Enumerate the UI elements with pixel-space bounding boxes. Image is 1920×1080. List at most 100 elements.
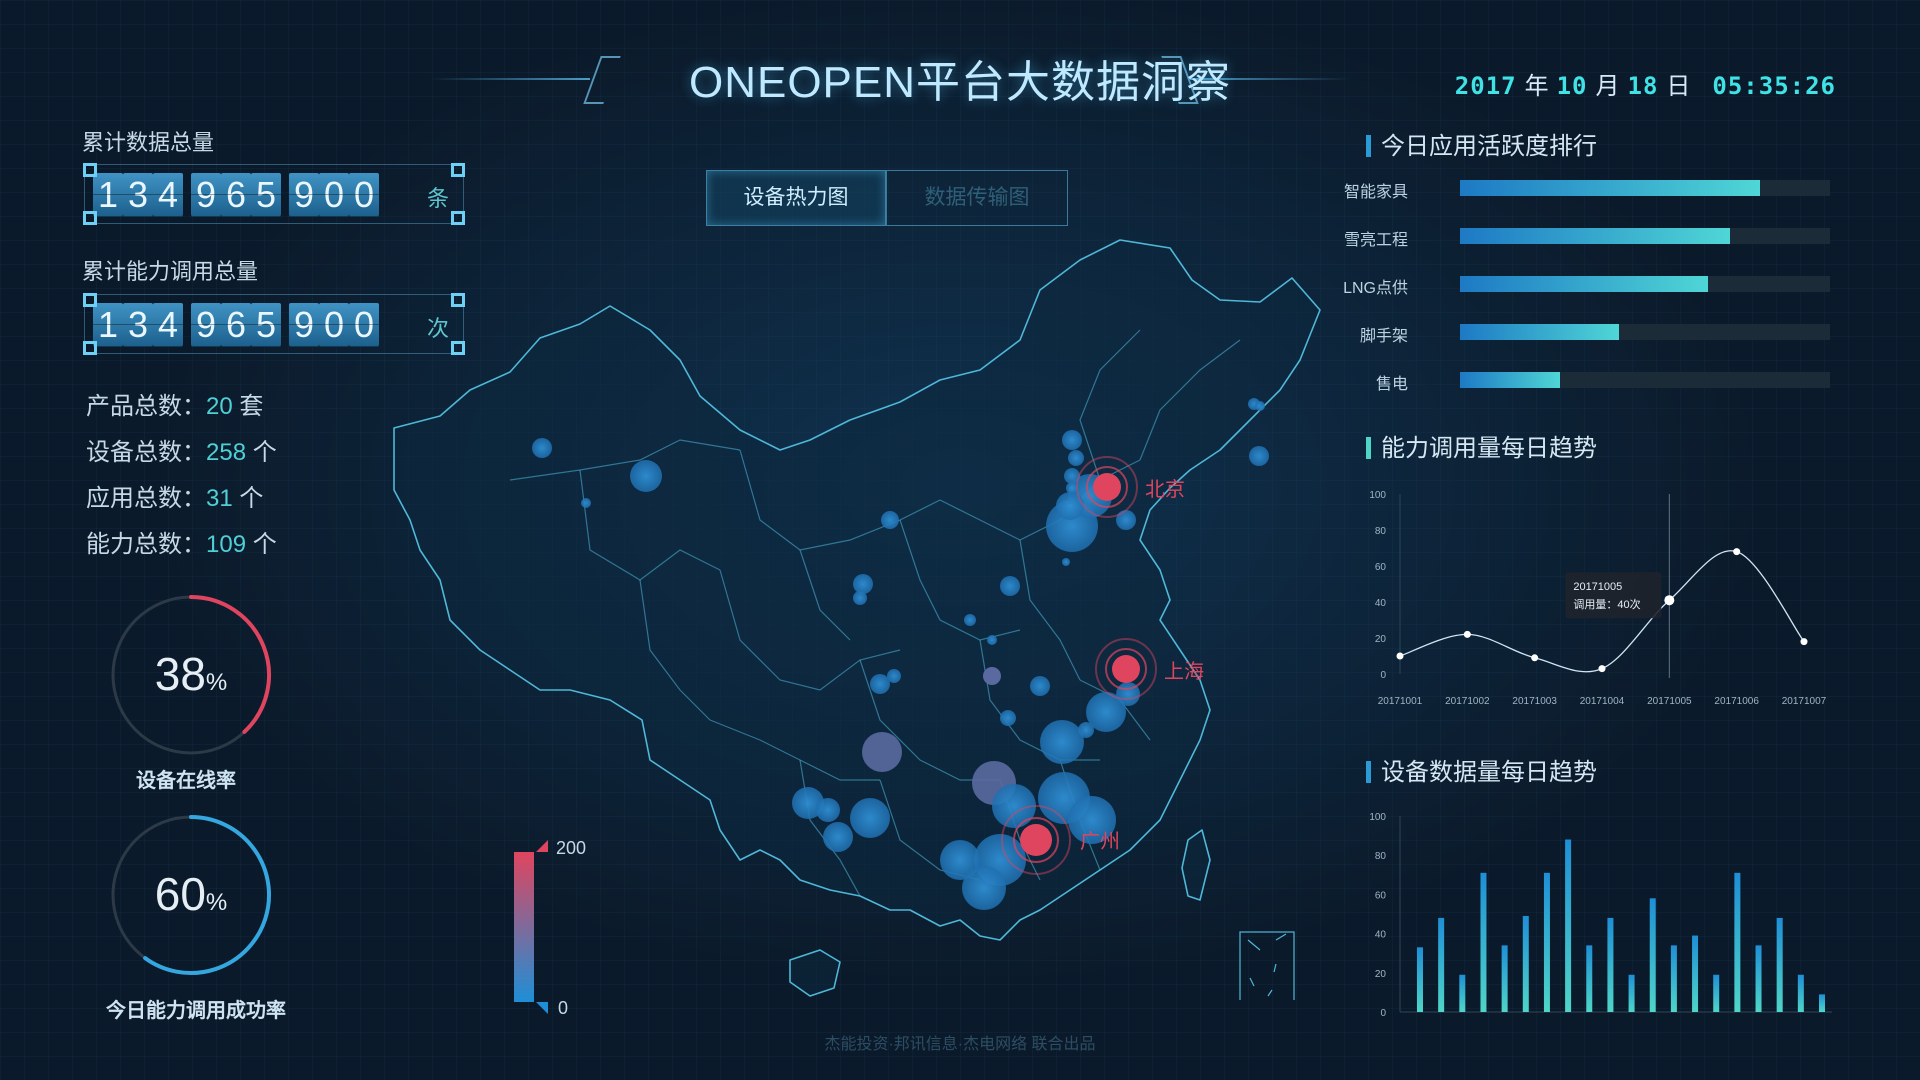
legend-bar xyxy=(514,852,534,1002)
day-value: 18 xyxy=(1627,72,1659,100)
bar[interactable] xyxy=(1755,945,1762,1012)
device-bubble xyxy=(1000,710,1016,726)
china-map: 北京 上海 广州 xyxy=(393,239,1321,1000)
data-point[interactable] xyxy=(1396,652,1404,660)
rank-bar-fill xyxy=(1460,180,1760,196)
city-guangzhou[interactable]: 广州 xyxy=(1001,805,1120,875)
corner-mark xyxy=(83,293,97,307)
bar[interactable] xyxy=(1776,917,1783,1012)
y-tick-label: 20 xyxy=(1375,969,1387,980)
data-point[interactable] xyxy=(1664,595,1675,606)
rank-label: 智能家具 xyxy=(1343,184,1408,201)
device-bubble xyxy=(987,635,997,645)
ranking-title: 今日应用活跃度排行 xyxy=(1366,126,1597,161)
counter-digit: 9 xyxy=(191,173,221,217)
device-bubble xyxy=(1000,576,1020,596)
device-bubble xyxy=(823,822,853,852)
bar[interactable] xyxy=(1522,915,1529,1012)
data-point[interactable] xyxy=(1463,630,1471,638)
bar[interactable] xyxy=(1543,872,1550,1012)
device-trend-title-text: 设备数据量每日趋势 xyxy=(1381,759,1597,786)
device-bubble xyxy=(1062,430,1082,450)
y-tick-label: 100 xyxy=(1369,812,1386,823)
x-tick-label: 20171003 xyxy=(1512,696,1557,707)
device-bubble xyxy=(630,460,662,492)
data-point[interactable] xyxy=(1531,654,1539,662)
device-bubble xyxy=(992,784,1036,828)
bar[interactable] xyxy=(1670,945,1677,1012)
y-tick-label: 80 xyxy=(1375,526,1387,537)
bar[interactable] xyxy=(1649,898,1656,1012)
pulse-ring xyxy=(1013,817,1059,863)
stat-label: 能力总数： xyxy=(86,531,206,558)
bar[interactable] xyxy=(1459,974,1466,1012)
x-tick-label: 20171005 xyxy=(1647,696,1692,707)
tab-data-transfer[interactable]: 数据传输图 xyxy=(886,170,1068,226)
rank-label: 售电 xyxy=(1375,376,1408,393)
legend-min-handle[interactable] xyxy=(536,1002,548,1014)
bar[interactable] xyxy=(1565,839,1572,1012)
data-point[interactable] xyxy=(1800,638,1808,646)
device-bubble xyxy=(881,511,899,529)
heat-legend: 200 0 xyxy=(514,838,586,1016)
bar[interactable] xyxy=(1417,947,1423,1012)
counter-digit: 0 xyxy=(349,173,379,217)
stat-apps: 应用总数：31 个 xyxy=(86,478,263,513)
city-label: 广州 xyxy=(1080,830,1120,853)
rank-bar-fill xyxy=(1460,372,1560,388)
bar[interactable] xyxy=(1607,917,1614,1012)
city-beijing[interactable]: 北京 xyxy=(1076,456,1185,518)
bar[interactable] xyxy=(1501,945,1508,1012)
bar[interactable] xyxy=(1480,872,1487,1012)
tab-device-heatmap[interactable]: 设备热力图 xyxy=(706,170,886,226)
bar[interactable] xyxy=(1438,917,1445,1012)
total-calls-label: 累计能力调用总量 xyxy=(82,259,259,284)
device-trend-title: 设备数据量每日趋势 xyxy=(1366,752,1597,787)
device-bubble xyxy=(1062,558,1070,566)
y-tick-label: 20 xyxy=(1375,634,1387,645)
device-bubble xyxy=(1064,468,1080,484)
hot-dot xyxy=(1020,824,1052,856)
corner-mark xyxy=(83,341,97,355)
bar[interactable] xyxy=(1628,974,1635,1012)
device-bubble xyxy=(964,614,976,626)
legend-min: 0 xyxy=(558,998,568,1016)
y-tick-label: 40 xyxy=(1375,598,1387,609)
bar[interactable] xyxy=(1797,974,1804,1012)
counter-digit: 0 xyxy=(319,173,349,217)
pulse-ring xyxy=(1076,456,1138,518)
legend-max: 200 xyxy=(556,838,586,858)
taiwan-outline xyxy=(1181,829,1211,901)
legend-max-handle[interactable] xyxy=(536,840,548,852)
bar[interactable] xyxy=(1713,974,1720,1012)
footer-credits: 杰能投资·邦讯信息·杰电网络 联合出品 xyxy=(824,1036,1096,1053)
x-tick-label: 20171007 xyxy=(1782,696,1827,707)
counter-digit: 9 xyxy=(191,303,221,347)
y-tick-label: 40 xyxy=(1375,930,1387,941)
bar[interactable] xyxy=(1692,935,1699,1012)
counter-digit: 0 xyxy=(319,303,349,347)
device-bubble xyxy=(1040,720,1084,764)
rank-bar-track xyxy=(1460,324,1830,340)
device-bubble xyxy=(581,498,591,508)
device-bubble xyxy=(1086,692,1126,732)
bar[interactable] xyxy=(1819,994,1825,1012)
city-label: 北京 xyxy=(1145,478,1185,501)
counter-digit: 5 xyxy=(251,303,281,347)
data-point[interactable] xyxy=(1733,548,1741,556)
bar[interactable] xyxy=(1734,872,1741,1012)
device-bubble xyxy=(1255,401,1265,411)
bar[interactable] xyxy=(1586,945,1593,1012)
year-value: 2017 xyxy=(1454,72,1517,100)
counter-digit: 9 xyxy=(289,173,319,217)
stat-value: 258 xyxy=(206,439,247,466)
device-bubble xyxy=(853,574,873,594)
data-point[interactable] xyxy=(1598,665,1606,673)
stat-value: 31 xyxy=(206,485,233,512)
device-bubble xyxy=(1249,446,1269,466)
city-shanghai[interactable]: 上海 xyxy=(1095,638,1204,700)
online-rate-label: 设备在线率 xyxy=(136,770,236,792)
device-bubble xyxy=(983,667,1001,685)
success-rate-label: 今日能力调用成功率 xyxy=(106,1000,286,1022)
